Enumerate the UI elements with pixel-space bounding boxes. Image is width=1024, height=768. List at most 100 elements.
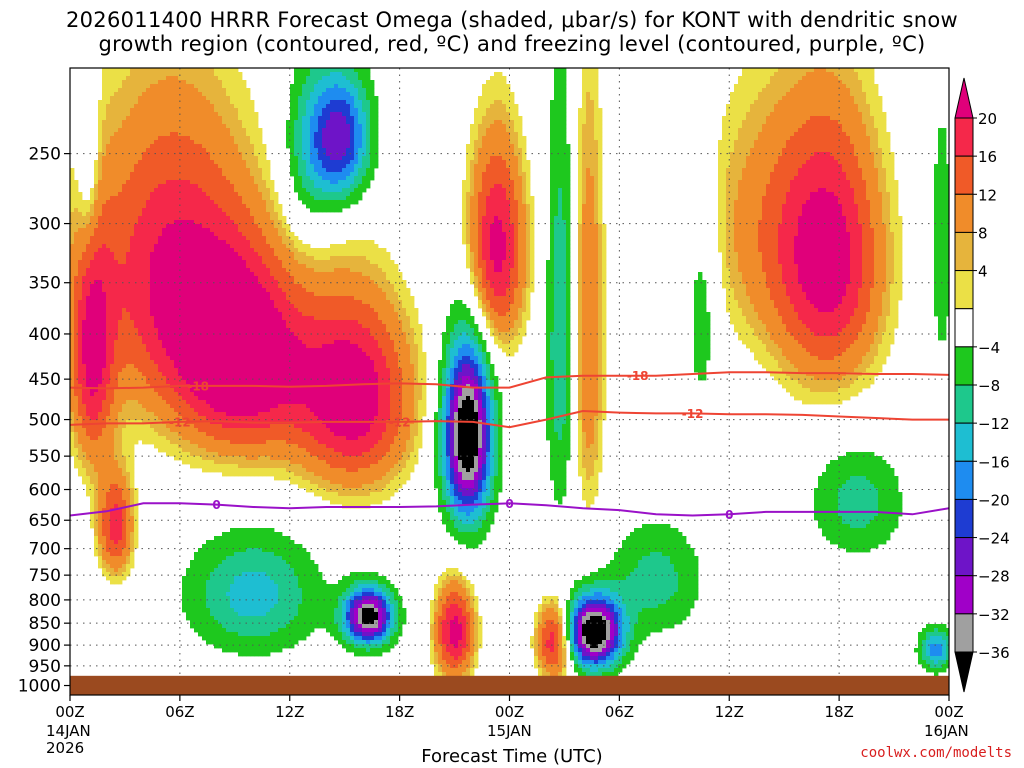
omega-cell bbox=[110, 260, 115, 265]
omega-cell bbox=[214, 336, 219, 341]
omega-cell bbox=[230, 188, 235, 193]
omega-cell bbox=[74, 280, 79, 285]
omega-cell bbox=[142, 112, 147, 117]
omega-cell bbox=[74, 416, 79, 421]
omega-cell bbox=[98, 456, 103, 461]
omega-cell bbox=[126, 224, 131, 229]
omega-cell bbox=[214, 228, 219, 233]
omega-cell bbox=[114, 380, 119, 385]
omega-cell bbox=[202, 188, 207, 193]
omega-cell bbox=[130, 88, 135, 93]
omega-cell bbox=[194, 168, 199, 173]
omega-cell bbox=[230, 400, 235, 405]
omega-cell bbox=[90, 192, 95, 197]
omega-cell bbox=[114, 80, 119, 85]
omega-cell bbox=[182, 200, 187, 205]
omega-cell bbox=[210, 364, 215, 369]
omega-cell bbox=[142, 180, 147, 185]
omega-cell bbox=[146, 432, 151, 437]
omega-cell bbox=[118, 212, 123, 217]
omega-cell bbox=[226, 432, 231, 437]
omega-cell bbox=[130, 492, 135, 497]
omega-cell bbox=[82, 228, 87, 233]
omega-cell bbox=[150, 336, 155, 341]
omega-cell bbox=[222, 440, 227, 445]
omega-cell bbox=[230, 432, 235, 437]
omega-cell bbox=[238, 580, 243, 585]
omega-cell bbox=[122, 260, 127, 265]
omega-cell bbox=[238, 84, 243, 89]
omega-cell bbox=[114, 164, 119, 169]
omega-cell bbox=[234, 332, 239, 337]
omega-cell bbox=[202, 448, 207, 453]
omega-cell bbox=[146, 144, 151, 149]
omega-cell bbox=[126, 380, 131, 385]
omega-cell bbox=[166, 428, 171, 433]
omega-cell bbox=[182, 324, 187, 329]
omega-cell bbox=[86, 304, 91, 309]
omega-cell bbox=[170, 376, 175, 381]
omega-cell bbox=[226, 156, 231, 161]
omega-cell bbox=[122, 236, 127, 241]
omega-cell bbox=[146, 176, 151, 181]
omega-cell bbox=[238, 264, 243, 269]
omega-cell bbox=[190, 396, 195, 401]
omega-cell bbox=[230, 580, 235, 585]
omega-cell bbox=[98, 400, 103, 405]
omega-cell bbox=[246, 368, 251, 373]
omega-cell bbox=[114, 576, 119, 581]
omega-cell bbox=[214, 136, 219, 141]
omega-cell bbox=[162, 224, 167, 229]
omega-cell bbox=[222, 452, 227, 457]
omega-cell bbox=[114, 188, 119, 193]
omega-cell bbox=[186, 584, 191, 589]
omega-cell bbox=[194, 340, 199, 345]
omega-cell bbox=[146, 168, 151, 173]
omega-cell bbox=[106, 572, 111, 577]
omega-cell bbox=[202, 304, 207, 309]
omega-cell bbox=[230, 444, 235, 449]
omega-cell bbox=[142, 252, 147, 257]
omega-cell bbox=[242, 568, 247, 573]
omega-cell bbox=[190, 268, 195, 273]
omega-cell bbox=[74, 316, 79, 321]
omega-cell bbox=[122, 380, 127, 385]
omega-cell bbox=[122, 436, 127, 441]
omega-cell bbox=[126, 268, 131, 273]
omega-cell bbox=[186, 436, 191, 441]
omega-cell bbox=[94, 540, 99, 545]
omega-cell bbox=[150, 292, 155, 297]
omega-cell bbox=[114, 200, 119, 205]
omega-cell bbox=[110, 396, 115, 401]
omega-cell bbox=[158, 368, 163, 373]
omega-cell bbox=[102, 288, 107, 293]
omega-cell bbox=[74, 180, 79, 185]
omega-cell bbox=[202, 104, 207, 109]
omega-cell bbox=[198, 436, 203, 441]
omega-cell bbox=[198, 80, 203, 85]
omega-cell bbox=[230, 136, 235, 141]
omega-cell bbox=[194, 412, 199, 417]
omega-cell bbox=[122, 132, 127, 137]
omega-cell bbox=[210, 308, 215, 313]
omega-cell bbox=[122, 372, 127, 377]
omega-cell bbox=[78, 344, 83, 349]
omega-cell bbox=[106, 216, 111, 221]
omega-cell bbox=[194, 124, 199, 129]
omega-cell bbox=[82, 344, 87, 349]
omega-cell bbox=[246, 356, 251, 361]
omega-cell bbox=[134, 320, 139, 325]
omega-cell bbox=[206, 80, 211, 85]
omega-cell bbox=[90, 388, 95, 393]
omega-cell bbox=[238, 472, 243, 477]
omega-cell bbox=[142, 132, 147, 137]
omega-cell bbox=[222, 252, 227, 257]
omega-cell bbox=[170, 364, 175, 369]
omega-cell bbox=[138, 364, 143, 369]
omega-cell bbox=[186, 92, 191, 97]
omega-cell bbox=[122, 352, 127, 357]
omega-cell bbox=[82, 440, 87, 445]
omega-cell bbox=[106, 576, 111, 581]
omega-cell bbox=[170, 124, 175, 129]
omega-cell bbox=[246, 208, 251, 213]
